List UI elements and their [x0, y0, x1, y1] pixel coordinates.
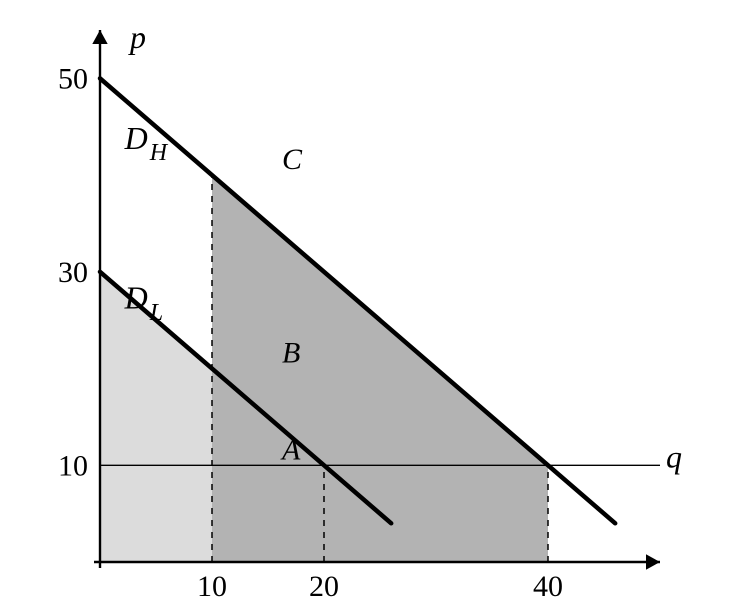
- ytick-30: 30: [58, 256, 88, 289]
- xtick-10: 10: [197, 570, 227, 603]
- y-axis-arrow-icon: [92, 30, 107, 44]
- x-axis-label: q: [666, 438, 682, 474]
- xtick-20: 20: [309, 570, 339, 603]
- xtick-40: 40: [533, 570, 563, 603]
- point-label-a: A: [280, 433, 301, 466]
- region-dh-surplus: [212, 175, 548, 562]
- y-axis-label: p: [128, 19, 146, 55]
- point-label-b: B: [282, 337, 300, 370]
- ytick-50: 50: [58, 62, 88, 95]
- point-label-c: C: [282, 143, 303, 176]
- x-axis-arrow-icon: [646, 554, 660, 569]
- ytick-10: 10: [58, 449, 88, 482]
- label-demand-high: DH: [124, 120, 169, 166]
